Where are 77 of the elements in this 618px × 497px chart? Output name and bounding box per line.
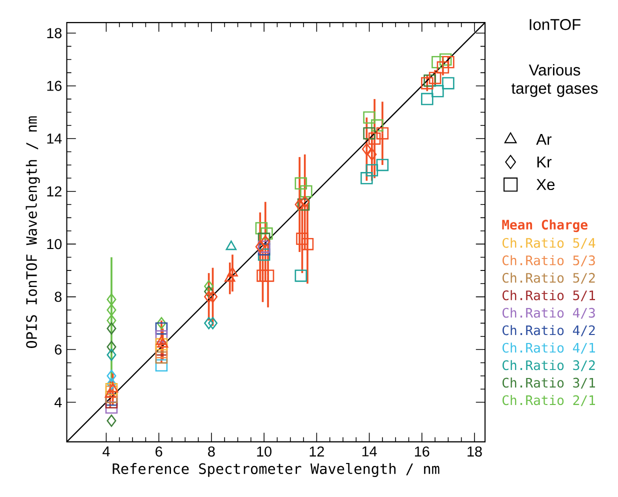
text: Ch.Ratio 3/1 <box>502 378 595 389</box>
point <box>208 317 218 330</box>
x-tick-label: 16 <box>415 446 430 457</box>
point <box>366 164 378 176</box>
point <box>255 240 265 253</box>
legend-label: Xe <box>536 179 555 190</box>
point <box>367 148 377 161</box>
point <box>297 198 310 211</box>
point <box>363 127 376 140</box>
x-tick-label: 12 <box>310 446 324 457</box>
point <box>432 85 444 98</box>
point <box>204 285 214 298</box>
legend-title: Various target gases <box>511 64 598 98</box>
point <box>204 290 214 304</box>
point <box>421 93 434 106</box>
text: Ch.Ratio 5/2 <box>502 272 595 284</box>
text: Ch.Ratio 3/2 <box>502 360 595 372</box>
point <box>294 198 304 211</box>
point <box>155 359 168 372</box>
y-axis-title: OPIS IonTOF Wavelength / nm <box>26 116 40 348</box>
text: IonTOF <box>530 19 581 30</box>
point <box>106 322 116 335</box>
point <box>106 304 116 316</box>
point <box>106 314 116 327</box>
x-tick-label: 8 <box>208 446 215 457</box>
point <box>300 196 310 208</box>
text: Ch.Ratio 5/3 <box>502 255 595 266</box>
y-tick-label: 18 <box>47 28 62 38</box>
y-tick-label: 8 <box>54 292 62 302</box>
text: Ch.Ratio 5/4 <box>502 238 596 249</box>
point <box>155 322 168 335</box>
x-tick-label: 4 <box>102 446 110 456</box>
text: Ch.Ratio 2/1 <box>502 395 595 406</box>
point <box>226 240 237 250</box>
point <box>371 119 384 132</box>
point <box>300 185 312 198</box>
point <box>260 235 270 248</box>
point <box>106 348 116 362</box>
text: Ch.Ratio 4/2 <box>502 325 595 336</box>
x-axis-title: Reference Spectrometer Wavelength / nm <box>112 463 440 478</box>
point <box>258 240 270 253</box>
x-tick-label: 10 <box>257 446 272 457</box>
point <box>294 270 308 282</box>
legend-label: Ar <box>536 134 552 145</box>
point <box>255 222 268 234</box>
y-tick-label: 4 <box>54 397 62 408</box>
y-tick-label: 14 <box>47 134 62 144</box>
point <box>258 232 270 246</box>
point <box>204 317 214 330</box>
text: Ch.Ratio 4/1 <box>502 342 595 354</box>
point <box>204 280 214 292</box>
text: Ch.Ratio 5/1 <box>502 290 595 302</box>
text: Mean Charge <box>502 220 588 232</box>
point <box>360 172 373 184</box>
point <box>442 77 454 90</box>
point <box>106 414 116 427</box>
point <box>208 290 218 304</box>
text: Ch.Ratio 4/3 <box>502 308 595 319</box>
point <box>106 293 116 306</box>
point <box>227 267 238 277</box>
legend-label: Kr <box>537 156 552 168</box>
y-tick-label: 12 <box>47 186 62 196</box>
point <box>106 370 116 382</box>
y-tick-label: 10 <box>47 239 62 250</box>
y-tick-label: 6 <box>54 344 62 355</box>
x-tick-label: 18 <box>468 446 482 457</box>
point <box>106 340 116 354</box>
point <box>156 317 166 330</box>
point <box>260 227 273 240</box>
point <box>156 336 167 346</box>
y-tick-label: 16 <box>47 80 62 92</box>
point <box>106 378 116 390</box>
x-tick-label: 6 <box>156 446 162 457</box>
x-tick-label: 14 <box>362 446 377 456</box>
point <box>294 177 308 190</box>
point <box>376 158 389 172</box>
point <box>363 111 376 124</box>
